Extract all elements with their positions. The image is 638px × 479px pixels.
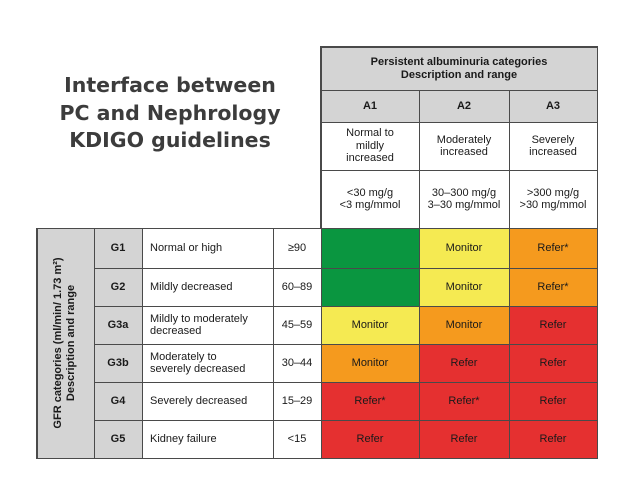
gfr-side-label: GFR categories (ml/min/ 1.73 m²) Descrip… bbox=[36, 228, 94, 458]
albuminuria-code-a1: A1 bbox=[321, 90, 419, 122]
risk-cell-g2-a1 bbox=[321, 268, 419, 306]
border-row-1 bbox=[94, 306, 598, 307]
gfr-range-g5: <15 bbox=[273, 420, 321, 458]
gfr-desc-g5: Kidney failure bbox=[142, 420, 273, 458]
border-v-a2a3-head bbox=[508, 90, 510, 228]
risk-cell-g5-a3: Refer bbox=[509, 420, 597, 458]
gfr-range-g2: 60–89 bbox=[273, 268, 321, 306]
risk-cell-g3b-a1: Monitor bbox=[321, 344, 419, 382]
gfr-side-label-line2: Description and range bbox=[65, 284, 77, 402]
albuminuria-header-title: Persistent albuminuria categories bbox=[370, 56, 548, 68]
gfr-code-g5: G5 bbox=[94, 420, 142, 458]
albuminuria-range-a2: 30–300 mg/g 3–30 mg/mmol bbox=[419, 170, 509, 228]
risk-cell-g1-a2: Monitor bbox=[419, 228, 509, 268]
border-col-1 bbox=[141, 228, 143, 458]
risk-cell-g3b-a3: Refer bbox=[509, 344, 597, 382]
border-col-2 bbox=[272, 228, 274, 458]
albuminuria-code-a2: A2 bbox=[419, 90, 509, 122]
risk-cell-g1-a3: Refer* bbox=[509, 228, 597, 268]
border-top bbox=[320, 46, 598, 48]
gfr-desc-g4: Severely decreased bbox=[142, 382, 273, 420]
gfr-desc-g3b: Moderately to severely decreased bbox=[142, 344, 273, 382]
albuminuria-range-a3: >300 mg/g >30 mg/mmol bbox=[509, 170, 597, 228]
slide-title: Interface between PC and Nephrology KDIG… bbox=[59, 73, 281, 152]
gfr-code-g3a: G3a bbox=[94, 306, 142, 344]
risk-cell-g4-a1: Refer* bbox=[321, 382, 419, 420]
risk-cell-g3a-a3: Refer bbox=[509, 306, 597, 344]
risk-cell-g3b-a2: Refer bbox=[419, 344, 509, 382]
albuminuria-range-a1: <30 mg/g <3 mg/mmol bbox=[321, 170, 419, 228]
border-body-left bbox=[36, 227, 38, 459]
gfr-range-g3a: 45–59 bbox=[273, 306, 321, 344]
risk-cell-g2-a3: Refer* bbox=[509, 268, 597, 306]
albuminuria-code-a3: A3 bbox=[509, 90, 597, 122]
risk-cell-g3a-a2: Monitor bbox=[419, 306, 509, 344]
border-row-3 bbox=[94, 382, 598, 383]
gfr-range-g3b: 30–44 bbox=[273, 344, 321, 382]
albuminuria-desc-a2: Moderately increased bbox=[419, 122, 509, 170]
gfr-code-g1: G1 bbox=[94, 228, 142, 268]
border-row-4 bbox=[94, 420, 598, 421]
albuminuria-desc-a3: Severely increased bbox=[509, 122, 597, 170]
risk-cell-g5-a2: Refer bbox=[419, 420, 509, 458]
border-col-3 bbox=[320, 228, 322, 458]
gfr-desc-g2: Mildly decreased bbox=[142, 268, 273, 306]
border-col-4 bbox=[418, 228, 420, 458]
border-row-2 bbox=[94, 344, 598, 345]
risk-cell-g1-a1 bbox=[321, 228, 419, 268]
gfr-code-g3b: G3b bbox=[94, 344, 142, 382]
risk-cell-g4-a2: Refer* bbox=[419, 382, 509, 420]
border-body-top bbox=[36, 227, 598, 229]
border-v-a1a2-head bbox=[418, 90, 420, 228]
gfr-code-g2: G2 bbox=[94, 268, 142, 306]
albuminuria-header: Persistent albuminuria categories Descri… bbox=[321, 47, 597, 90]
gfr-range-g1: ≥90 bbox=[273, 228, 321, 268]
gfr-range-g4: 15–29 bbox=[273, 382, 321, 420]
gfr-desc-g3a: Mildly to moderately decreased bbox=[142, 306, 273, 344]
risk-cell-g5-a1: Refer bbox=[321, 420, 419, 458]
gfr-code-g4: G4 bbox=[94, 382, 142, 420]
albuminuria-header-subtitle: Description and range bbox=[400, 68, 518, 81]
gfr-desc-g1: Normal or high bbox=[142, 228, 273, 268]
risk-cell-g2-a2: Monitor bbox=[419, 268, 509, 306]
border-row-0 bbox=[94, 268, 598, 269]
border-col-0 bbox=[93, 228, 95, 458]
border-h-122 bbox=[320, 122, 598, 123]
risk-cell-g4-a3: Refer bbox=[509, 382, 597, 420]
border-col-5 bbox=[508, 228, 510, 458]
gfr-side-label-line1: GFR categories (ml/min/ 1.73 m²) bbox=[52, 257, 64, 429]
border-header-left bbox=[320, 46, 322, 228]
border-right bbox=[596, 46, 598, 459]
risk-cell-g3a-a1: Monitor bbox=[321, 306, 419, 344]
border-bottom bbox=[36, 457, 598, 459]
border-h-90 bbox=[320, 90, 598, 91]
albuminuria-desc-a1: Normal to mildly increased bbox=[321, 122, 419, 170]
border-h-170 bbox=[320, 170, 598, 171]
